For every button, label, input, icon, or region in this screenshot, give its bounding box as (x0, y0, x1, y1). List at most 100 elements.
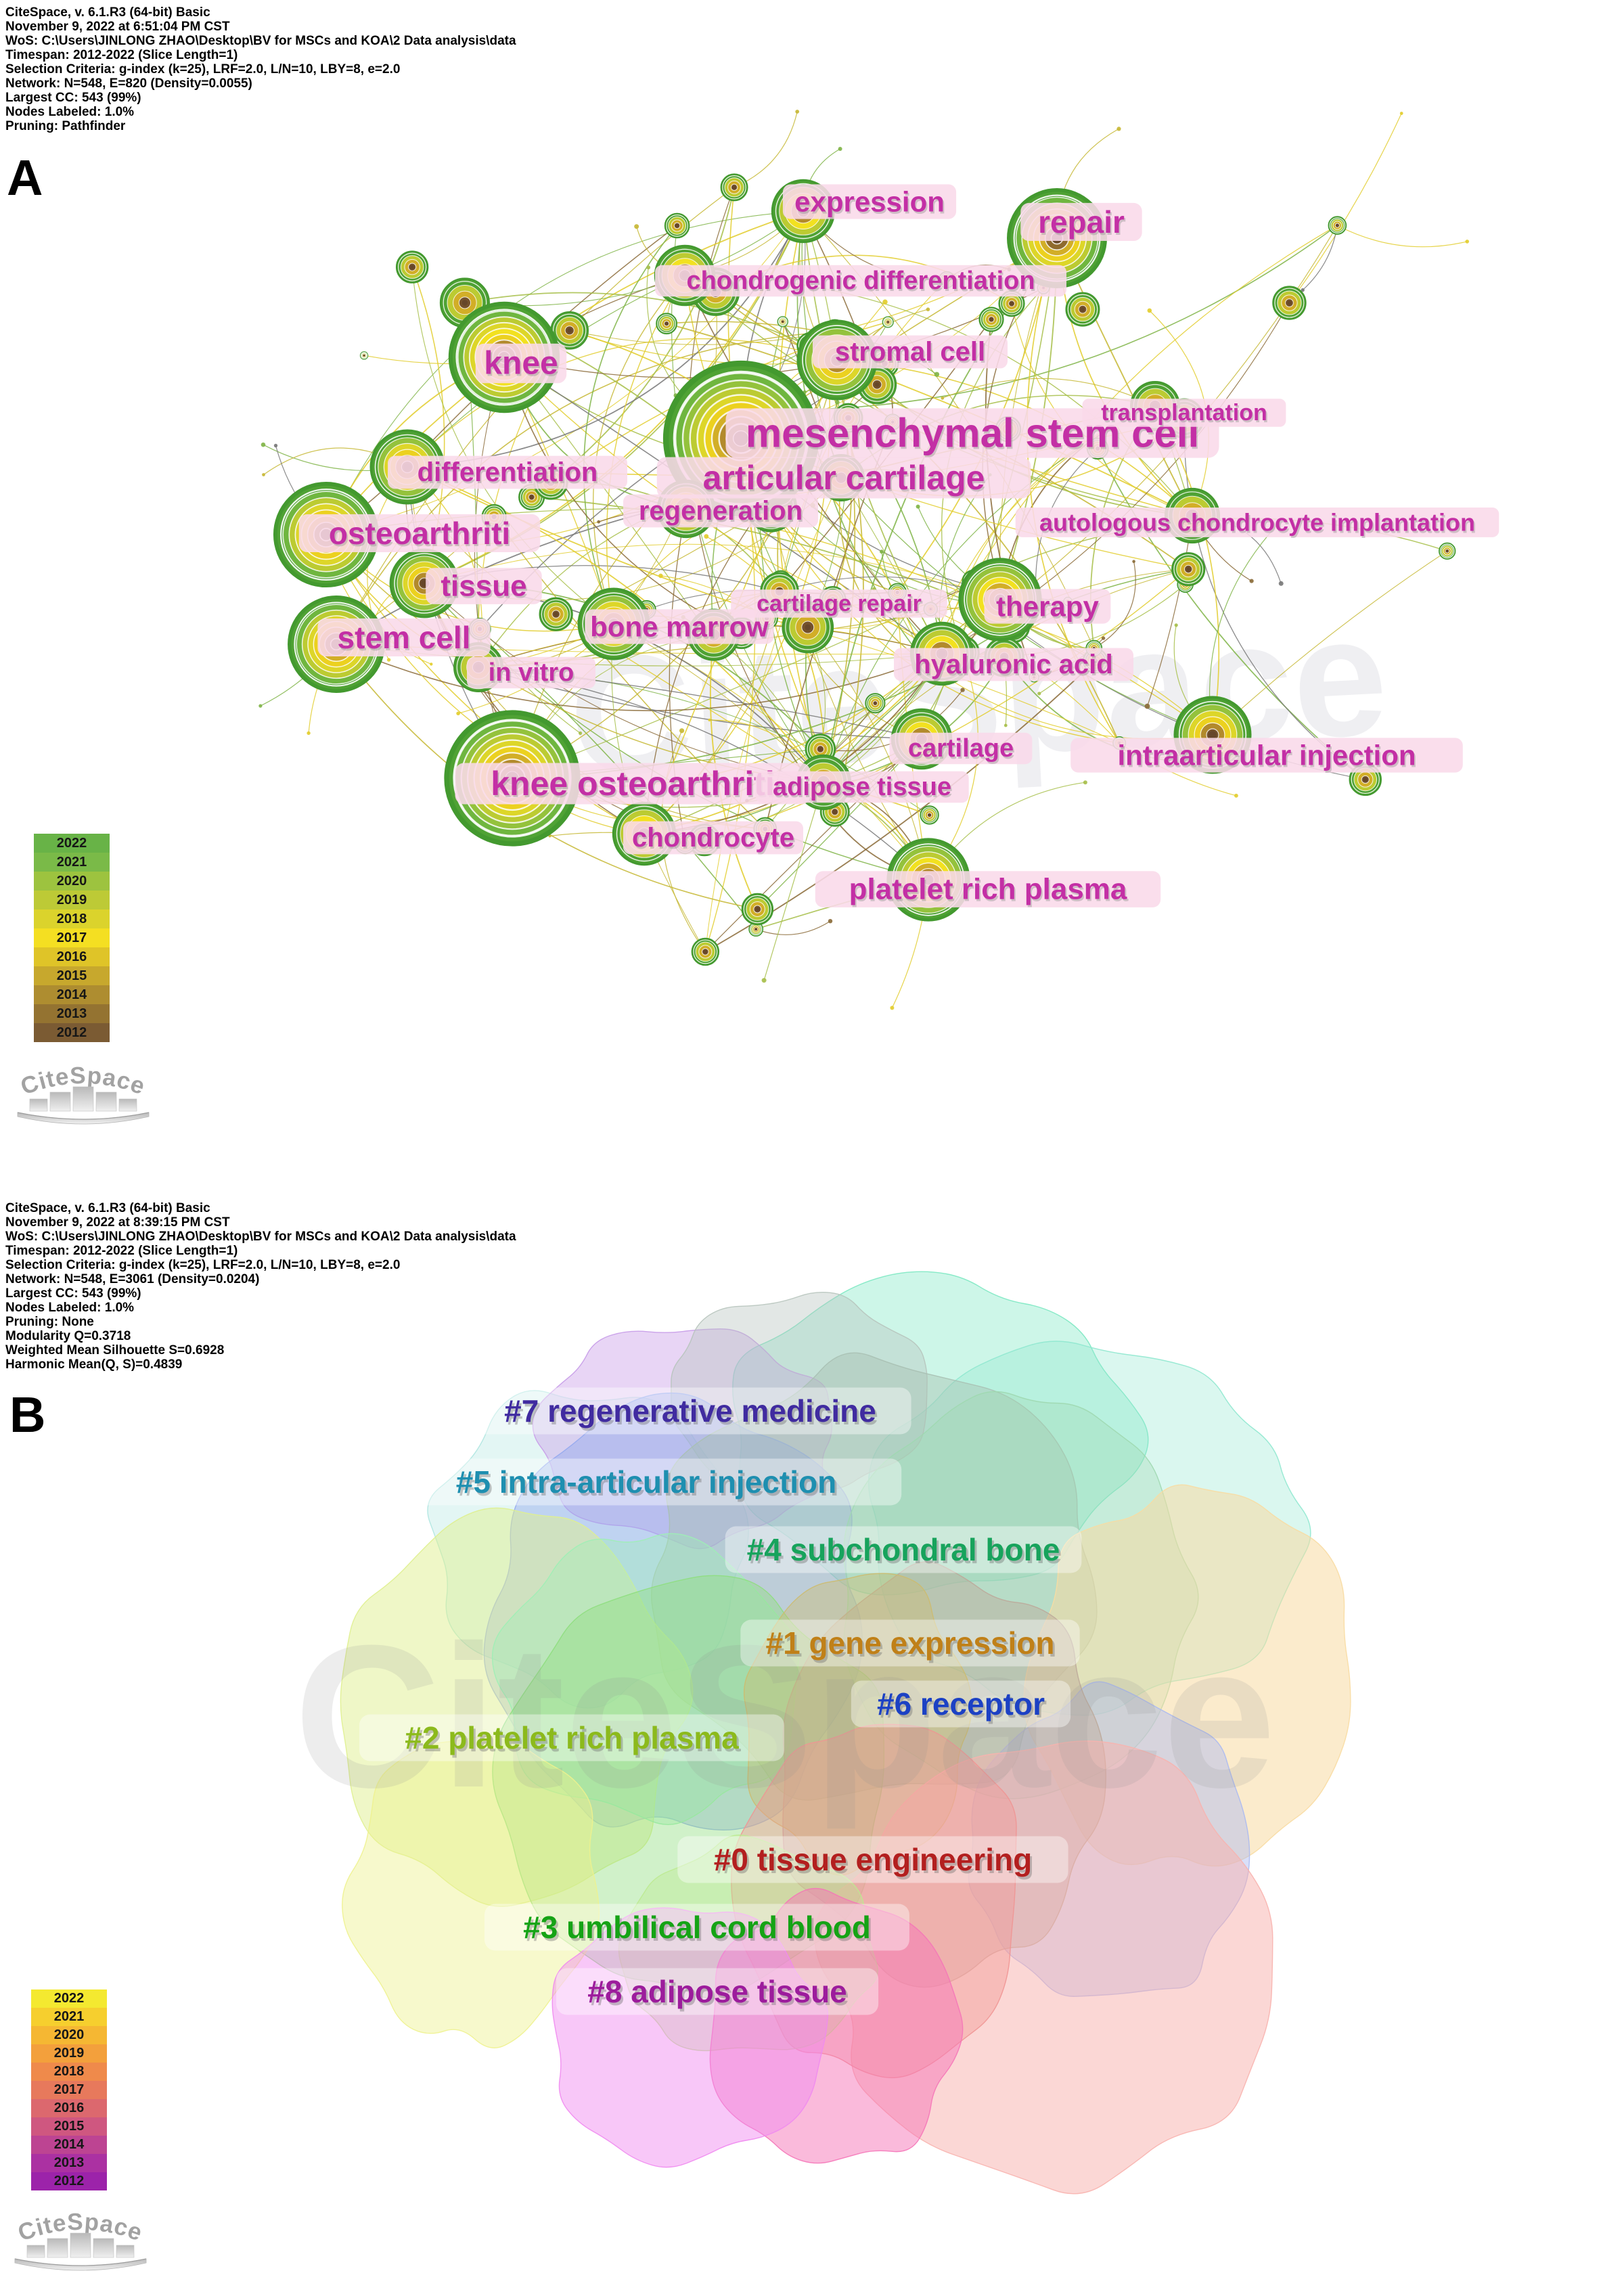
svg-text:#8 adipose tissue: #8 adipose tissue (587, 1974, 847, 2009)
svg-text:adipose tissue: adipose tissue (774, 775, 953, 803)
panel-a-header-line-8: Nodes Labeled: 1.0% (5, 105, 135, 119)
panel-b-legend: 2022 2021 2020 2019 2018 2017 2016 2015 2014 2013… (31, 1989, 107, 2190)
panel-a-legend-year-2015: 2015 (34, 966, 110, 985)
panel-a-legend-year-2020: 2020 (34, 872, 110, 891)
panel-a-legend-year-2013: 2013 (34, 1004, 110, 1023)
cluster-label-hash-5: #5 intra-articular injection#5 intra-art… (390, 1458, 902, 1506)
panel-a-legend-year-2016: 2016 (34, 947, 110, 966)
cluster-blob-19 (709, 1887, 964, 2164)
svg-text:#7 regenerative medicine: #7 regenerative medicine (504, 1393, 876, 1429)
panel-a-legend-year-2018: 2018 (34, 909, 110, 928)
cluster-label-hash-2: #2 platelet rich plasma#2 platelet rich … (359, 1714, 784, 1761)
citespace-logo-icon: CiteSpace (18, 1062, 150, 1125)
cluster-blob-3 (532, 1328, 833, 1550)
network-label-chondrogenic-differentiation: chondrogenic differentiationchondrogenic… (655, 265, 1066, 297)
svg-text:#6 receptor: #6 receptor (879, 1689, 1047, 1724)
panel-b-header-line-11: Weighted Mean Silhouette S=0.6928 (5, 1343, 225, 1357)
citespace-logo-a: CiteSpace (12, 1060, 154, 1138)
panel-a-header-line-3: WoS: C:\Users\JINLONG ZHAO\Desktop\BV fo… (5, 34, 516, 48)
svg-text:#6 receptor: #6 receptor (877, 1686, 1045, 1722)
keyword-node-small-66 (741, 893, 774, 926)
cluster-label-hash-3: #3 umbilical cord blood#3 umbilical cord… (484, 1904, 909, 1951)
svg-text:cartilage repair: cartilage repair (757, 591, 922, 616)
keyword-node-small-57 (664, 212, 690, 239)
svg-text:therapy: therapy (997, 593, 1100, 625)
panel-b-header-line-12: Harmonic Mean(Q, S)=0.4839 (5, 1357, 183, 1372)
svg-text:autologous chondrocyte implant: autologous chondrocyte implantation (1041, 511, 1476, 539)
panel-a-header-line-1: CiteSpace, v. 6.1.R3 (64-bit) Basic (5, 5, 210, 20)
panel-b-header: CiteSpace, v. 6.1.R3 (64-bit) Basic Novem… (5, 1201, 516, 1372)
panel-b-legend-year-2012: 2012 (31, 2172, 107, 2190)
svg-text:regeneration: regeneration (640, 498, 804, 528)
cluster-label-hash-8: #8 adipose tissue#8 adipose tissue (556, 1968, 879, 2015)
svg-text:#5 intra-articular injection: #5 intra-articular injection (456, 1464, 836, 1500)
panel-a-legend: 2022 2021 2020 2019 2018 2017 2016 2015 2014 2013… (34, 834, 110, 1042)
svg-text:differentiation: differentiation (419, 459, 600, 489)
panel-a-label: A (7, 150, 43, 206)
svg-text:intraarticular injection: intraarticular injection (1117, 740, 1416, 771)
svg-text:chondrogenic differentiation: chondrogenic differentiation (686, 267, 1035, 295)
panel-b-label: B (9, 1387, 46, 1443)
keyword-node-small-26 (1065, 292, 1100, 327)
cluster-label-hash-4: #4 subchondral bone#4 subchondral bone (725, 1526, 1082, 1573)
panel-b-legend-year-2016: 2016 (31, 2099, 107, 2117)
panel-b-header-line-1: CiteSpace, v. 6.1.R3 (64-bit) Basic (5, 1201, 210, 1215)
svg-text:articular cartilage: articular cartilage (703, 459, 985, 497)
panel-a-header-line-4: Timespan: 2012-2022 (Slice Length=1) (5, 48, 238, 62)
keyword-node-small-51 (539, 597, 573, 631)
panel-a-legend-year-2022: 2022 (34, 834, 110, 853)
panel-b-header-line-8: Nodes Labeled: 1.0% (5, 1301, 135, 1315)
cluster-label-hash-0: #0 tissue engineering#0 tissue engineeri… (677, 1836, 1068, 1883)
svg-text:#2 platelet rich plasma: #2 platelet rich plasma (407, 1723, 741, 1758)
svg-text:#3 umbilical cord blood: #3 umbilical cord blood (523, 1910, 871, 1945)
cluster-blob-17 (342, 1735, 600, 2048)
cluster-label-hash-6: #6 receptor#6 receptor (851, 1680, 1071, 1728)
svg-text:#4 subchondral bone: #4 subchondral bone (747, 1532, 1060, 1567)
panel-a-header-line-6: Network: N=548, E=820 (Density=0.0055) (5, 76, 252, 91)
panel-a-header-line-5: Selection Criteria: g-index (k=25), LRF=… (5, 62, 401, 76)
panel-b-legend-year-2018: 2018 (31, 2063, 107, 2081)
keyword-node-small-14 (978, 307, 1004, 332)
svg-text:#2 platelet rich plasma: #2 platelet rich plasma (405, 1720, 739, 1755)
svg-text:chondrogenic differentiation: chondrogenic differentiation (687, 269, 1036, 297)
cluster-label-hash-7: #7 regenerative medicine#7 regenerative … (469, 1387, 911, 1435)
svg-text:intraarticular injection: intraarticular injection (1119, 742, 1417, 773)
svg-text:hyaluronic acid: hyaluronic acid (916, 652, 1114, 681)
svg-text:osteoarthriti: osteoarthriti (330, 518, 512, 553)
svg-text:stem cell: stem cell (338, 620, 471, 655)
keyword-node-small-55 (920, 805, 939, 825)
svg-text:knee: knee (485, 348, 559, 384)
svg-text:knee osteoarthriti: knee osteoarthriti (492, 767, 776, 805)
svg-text:therapy: therapy (996, 591, 1099, 623)
cluster-label-hash-1: #1 gene expression#1 gene expression (740, 1619, 1080, 1667)
svg-text:articular cartilage: articular cartilage (704, 461, 987, 499)
keyword-node-small-30 (550, 311, 589, 350)
panel-b-header-line-5: Selection Criteria: g-index (k=25), LRF=… (5, 1258, 401, 1272)
citespace-logo-b: CiteSpace (9, 2206, 152, 2271)
svg-text:platelet rich plasma: platelet rich plasma (851, 875, 1129, 908)
svg-text:#3 umbilical cord blood: #3 umbilical cord blood (525, 1912, 873, 1948)
keyword-node-small-58 (395, 250, 429, 284)
keyword-node-small-54 (1328, 216, 1347, 235)
svg-text:#0 tissue engineering: #0 tissue engineering (716, 1845, 1034, 1880)
svg-text:expression: expression (794, 186, 945, 218)
panel-a-legend-year-2014: 2014 (34, 985, 110, 1004)
svg-text:cartilage: cartilage (908, 734, 1014, 763)
panel-a-legend-year-2012: 2012 (34, 1023, 110, 1042)
svg-text:#4 subchondral bone: #4 subchondral bone (749, 1535, 1062, 1570)
panel-b-legend-year-2021: 2021 (31, 2008, 107, 2026)
panel-b-header-line-4: Timespan: 2012-2022 (Slice Length=1) (5, 1244, 238, 1258)
svg-text:expression: expression (796, 188, 946, 220)
panel-a-legend-year-2017: 2017 (34, 928, 110, 947)
svg-text:stromal cell: stromal cell (836, 339, 987, 369)
